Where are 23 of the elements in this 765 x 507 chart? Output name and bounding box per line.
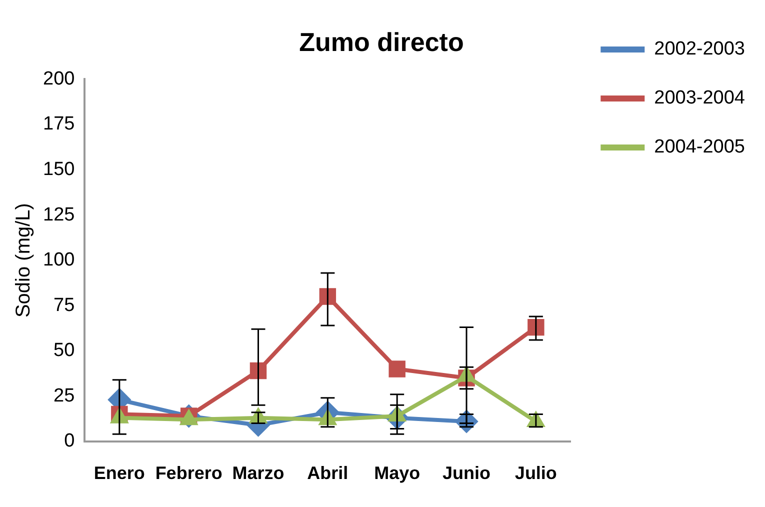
x-tick-label: Mayo <box>374 463 420 484</box>
y-tick-label: 75 <box>54 294 75 316</box>
x-tick-label: Julio <box>514 463 557 484</box>
x-tick-label: Marzo <box>232 463 284 484</box>
y-tick-label: 50 <box>54 340 75 362</box>
x-tick-label: Abril <box>307 463 348 484</box>
y-tick-label: 0 <box>64 430 75 452</box>
y-tick-label: 25 <box>54 385 75 406</box>
chart-title: Zumo directo <box>299 26 464 57</box>
x-tick-label: Febrero <box>155 463 222 484</box>
point <box>388 360 406 378</box>
x-tick-label: Junio <box>442 463 491 484</box>
y-tick-label: 125 <box>43 204 75 226</box>
y-tick-label: 175 <box>43 114 75 135</box>
y-axis-title: Sodio (mg/L) <box>12 203 35 318</box>
point <box>180 410 197 426</box>
y-tick-label: 100 <box>43 250 75 271</box>
y-tick-label: 150 <box>43 158 75 180</box>
legend-label: 2004-2005 <box>654 136 746 158</box>
legend-label: 2003-2004 <box>654 88 746 109</box>
legend-label: 2002-2003 <box>654 38 746 60</box>
x-tick-label: Enero <box>94 463 145 484</box>
y-tick-label: 200 <box>43 68 75 90</box>
